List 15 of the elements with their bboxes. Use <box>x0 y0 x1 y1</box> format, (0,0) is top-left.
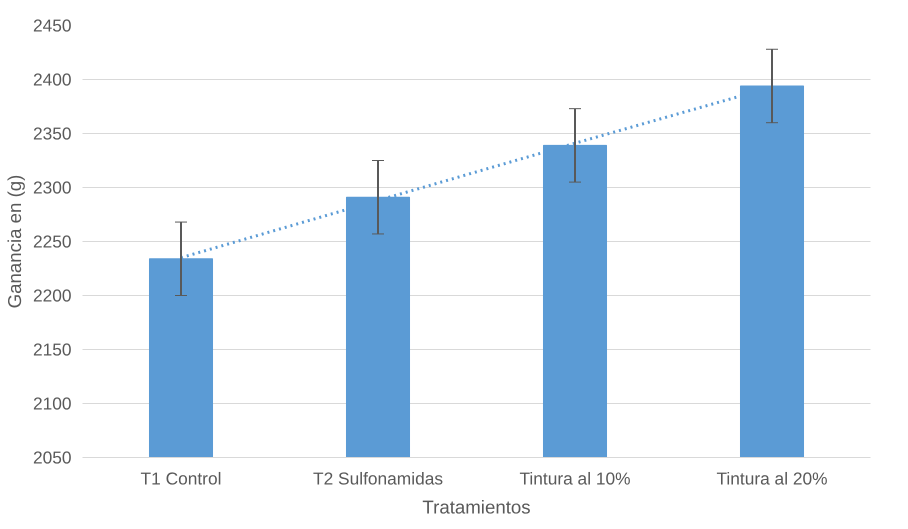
y-tick-label: 2200 <box>32 286 72 306</box>
y-tick-label: 2050 <box>32 448 72 468</box>
x-axis-title: Tratamientos <box>422 496 531 518</box>
y-tick-label: 2400 <box>32 70 72 90</box>
y-tick-label: 2100 <box>32 394 72 414</box>
x-tick-label: Tintura al 20% <box>716 468 828 488</box>
y-tick-label: 2450 <box>32 16 72 36</box>
x-tick-label: Tintura al 10% <box>519 468 631 488</box>
y-tick-label: 2250 <box>32 232 72 252</box>
y-tick-label: 2350 <box>32 124 72 144</box>
x-tick-label: T1 Control <box>140 468 222 488</box>
x-tick-label: T2 Sulfonamidas <box>312 468 444 488</box>
y-axis-title: Ganancia en (g) <box>4 174 25 308</box>
y-tick-label: 2150 <box>32 340 72 360</box>
y-tick-label: 2300 <box>32 178 72 198</box>
